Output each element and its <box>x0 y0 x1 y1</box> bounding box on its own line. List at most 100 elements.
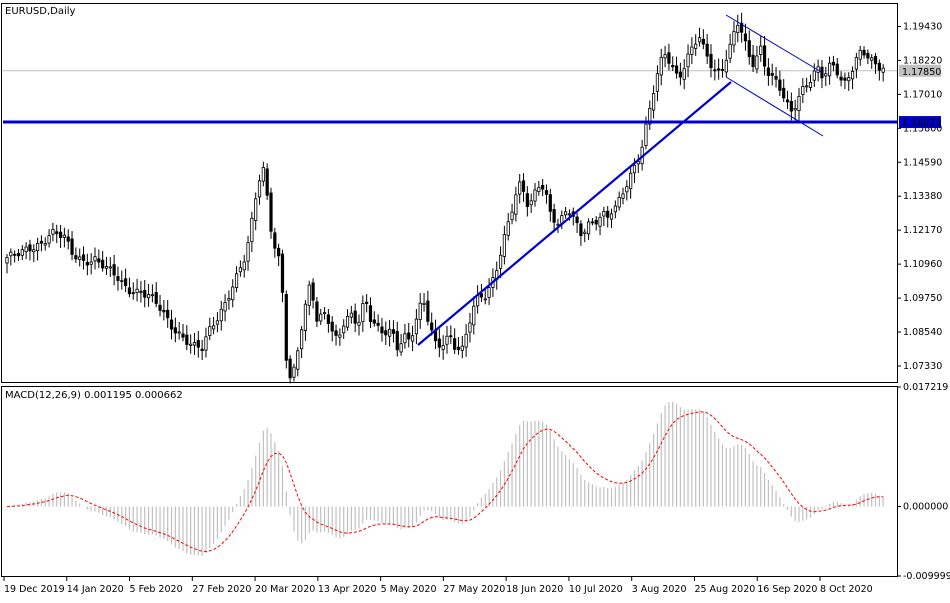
candle-body-bull <box>257 180 262 198</box>
candle <box>590 217 594 226</box>
candle <box>751 45 755 72</box>
candle <box>805 77 809 93</box>
price-tick-label: 1.15800 <box>903 123 942 134</box>
candle-body-bear <box>16 252 21 257</box>
candle <box>342 319 346 339</box>
candle-body-bull <box>583 231 587 234</box>
candle <box>185 325 189 351</box>
candle-body-bull <box>24 246 28 252</box>
candle-body-bull <box>728 43 732 59</box>
candle-body-bear <box>456 346 461 350</box>
candle-body-bull <box>43 243 47 246</box>
candle-body-bull <box>602 211 606 217</box>
candle-body-bull <box>586 221 591 235</box>
candle-body-bull <box>9 251 13 257</box>
candle <box>510 203 514 225</box>
candle-body-bear <box>112 264 116 276</box>
candle-body-bear <box>330 321 334 332</box>
candle-body-bull <box>422 302 426 305</box>
candle <box>506 213 510 241</box>
candle <box>81 246 86 270</box>
candle <box>139 280 143 303</box>
candle <box>242 254 246 278</box>
candle <box>357 314 361 336</box>
candle-body-bear <box>166 309 170 319</box>
candle-body-bull <box>636 161 640 165</box>
candle-body-bull <box>192 342 197 346</box>
candle-body-bull <box>609 213 614 220</box>
candle-body-bull <box>850 71 855 80</box>
candle <box>311 278 315 309</box>
candle <box>234 266 239 293</box>
candle-body-bear <box>594 219 598 225</box>
candle <box>682 59 686 90</box>
candle-body-bull <box>648 107 652 125</box>
candle <box>104 256 109 275</box>
candle <box>579 220 583 246</box>
candle <box>652 85 656 119</box>
candle <box>78 248 82 267</box>
candle <box>261 161 265 187</box>
candle <box>460 335 464 359</box>
candle <box>690 37 694 64</box>
candle <box>388 319 392 347</box>
candle-body-bull <box>189 343 193 346</box>
candle <box>621 187 625 205</box>
candle <box>430 312 434 336</box>
candle-body-bear <box>334 330 338 336</box>
candle-body-bear <box>717 68 721 71</box>
candle-body-bear <box>376 322 380 326</box>
candle-body-bull <box>5 257 9 264</box>
price-layer <box>3 12 897 384</box>
candle-body-bear <box>127 287 132 295</box>
candle <box>544 184 549 204</box>
candle <box>655 65 660 102</box>
candle <box>866 49 870 65</box>
candle-body-bear <box>391 329 396 334</box>
macd-layer <box>6 401 884 556</box>
candle-body-bull <box>694 43 698 49</box>
candle-body-bull <box>212 325 216 330</box>
candle <box>594 216 598 231</box>
candle-body-bull <box>506 221 510 236</box>
candle-body-bear <box>705 43 709 57</box>
candle <box>143 279 147 308</box>
candle-body-bear <box>200 348 204 352</box>
candle-body-bull <box>560 215 564 224</box>
candle-body-bear <box>154 292 158 304</box>
candle <box>9 248 13 266</box>
candle-body-bear <box>866 52 870 59</box>
candle-body-bear <box>789 100 793 112</box>
candle-body-bear <box>353 310 357 324</box>
candle <box>468 312 472 343</box>
candle <box>62 227 66 248</box>
candle-body-bull <box>858 49 862 60</box>
support-price-label-bg <box>899 116 941 129</box>
candle <box>831 55 836 72</box>
candle <box>808 74 813 92</box>
time-tick-label: 8 Oct 2020 <box>820 584 873 595</box>
candle-body-bear <box>395 331 399 351</box>
candle <box>701 29 705 50</box>
candle <box>208 317 212 341</box>
candle <box>728 33 732 64</box>
candle <box>353 303 357 333</box>
candle <box>403 323 407 349</box>
candle-body-bull <box>319 313 323 322</box>
candle <box>785 90 790 109</box>
candle <box>854 52 858 79</box>
candle <box>58 224 63 248</box>
candle <box>372 311 376 327</box>
candle-body-bull <box>62 234 66 238</box>
candle <box>338 328 342 346</box>
time-tick-label: 5 May 2020 <box>381 584 437 595</box>
candle-body-bear <box>747 40 751 58</box>
candle-body-bull <box>238 267 242 273</box>
candle-body-bear <box>365 301 369 304</box>
candle-body-bear <box>55 231 59 235</box>
candle-body-bear <box>407 332 411 340</box>
candle <box>437 328 441 358</box>
candle <box>265 163 269 200</box>
candle-body-bear <box>843 77 847 81</box>
